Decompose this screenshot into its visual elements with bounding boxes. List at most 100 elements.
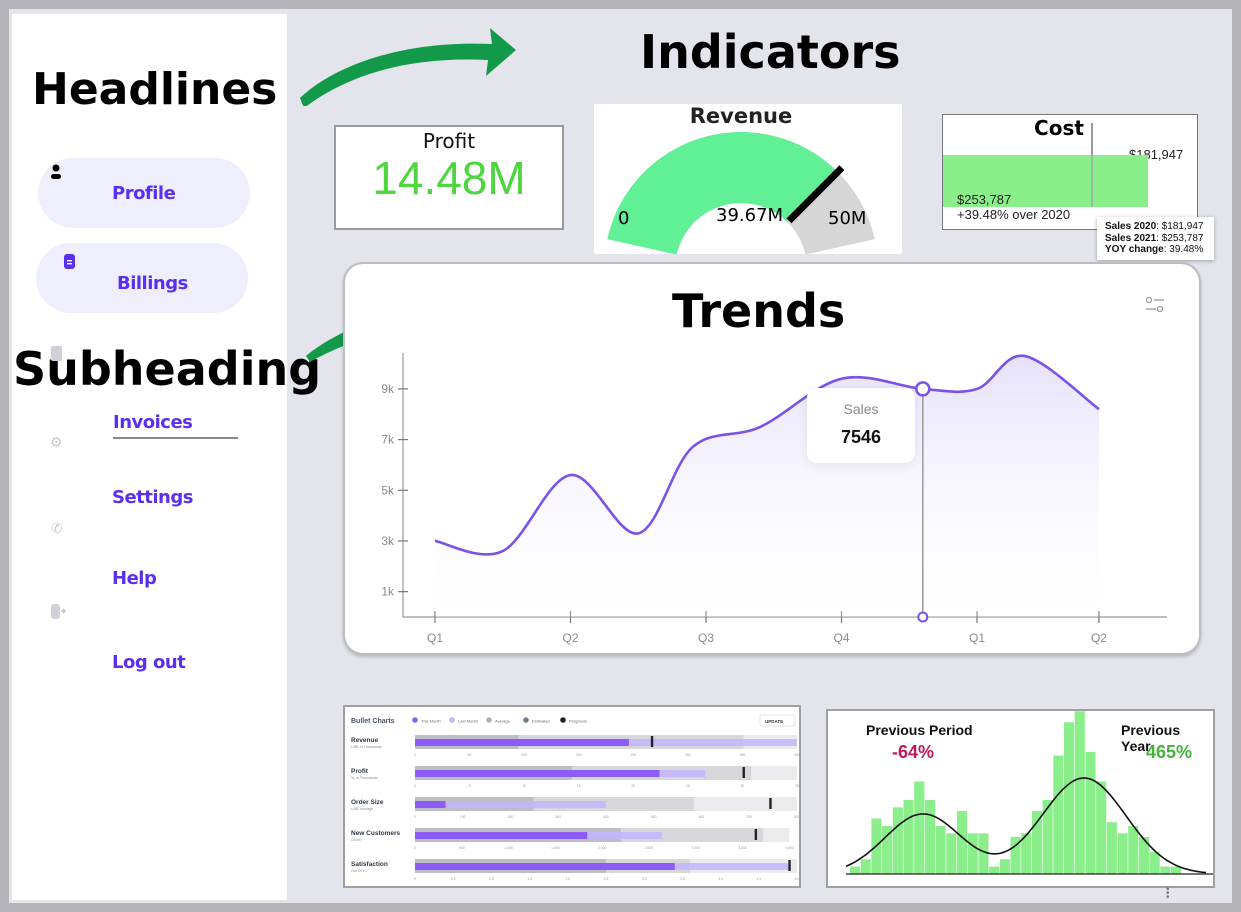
tick-label: 1,500 — [551, 846, 560, 850]
sidebar-item-label-profile: Profile — [112, 183, 176, 204]
tick-label: 500 — [651, 815, 657, 819]
cost-bar — [943, 155, 1148, 207]
sidebar-item-profile[interactable] — [38, 158, 250, 228]
phone-icon: ✆ — [51, 520, 63, 536]
tick-label: 0 — [414, 753, 416, 757]
this-month-bar — [415, 863, 675, 870]
indicators-title: Indicators — [640, 25, 901, 79]
legend-dot — [412, 717, 418, 723]
revenue-gauge — [607, 131, 875, 254]
tick-label: 100 — [521, 753, 527, 757]
histogram-bar — [1085, 751, 1096, 874]
tooltip-label-yoy: YOY change — [1105, 244, 1164, 255]
legend-dot — [449, 717, 455, 723]
row-sublabel: US$, in Thousands — [351, 745, 382, 749]
revenue-min: 0 — [618, 208, 630, 229]
row-label: New Customers — [351, 830, 401, 837]
update-button — [759, 714, 796, 727]
user-icon — [51, 164, 61, 179]
legend-label: This Month — [421, 719, 441, 724]
more-icon[interactable]: • • • — [1166, 884, 1170, 903]
histogram-bar — [957, 811, 968, 874]
histogram-bar — [1031, 811, 1042, 874]
tick-label: 3,500 — [738, 846, 747, 850]
histogram-bar — [850, 866, 861, 874]
tick-label: 5 — [469, 784, 471, 788]
tick-label: 1.0 — [489, 877, 494, 881]
legend-dot — [486, 717, 492, 723]
tick-label: 250 — [685, 753, 691, 757]
target-marker — [788, 860, 791, 871]
tick-label: 30 — [741, 784, 745, 788]
histogram-bar — [989, 866, 1000, 874]
histogram-card: Previous Period -64% Previous Year 465% — [826, 709, 1215, 888]
row-label: Revenue — [351, 737, 378, 744]
tooltip-value-2020: : $181,947 — [1156, 221, 1204, 232]
histogram-bar — [1096, 781, 1107, 874]
cost-card: Cost $181,947 $253,787 +39.48% over 2020 — [942, 114, 1198, 230]
bullet-chart: Bullet Charts This Month Last Month Average… — [351, 714, 800, 881]
tooltip-value-2021: : $253,787 — [1156, 232, 1204, 244]
histogram-bar — [1021, 833, 1032, 874]
tick-label: 0 — [414, 815, 416, 819]
y-tick-label: 1k — [381, 585, 395, 599]
this-month-bar — [415, 770, 660, 777]
target-marker — [650, 736, 654, 747]
row-sublabel: Count — [351, 838, 361, 842]
tick-label: 2.0 — [565, 877, 570, 881]
sidebar-item-label-billings: Billings — [117, 273, 188, 294]
last-month-bar — [415, 801, 606, 808]
histogram-bar — [1117, 833, 1128, 874]
trends-title: Trends — [672, 284, 846, 338]
legend-label: Prognosis — [569, 719, 587, 724]
tick-label: 4,000 — [785, 846, 794, 850]
tick-label: 2,500 — [645, 846, 654, 850]
sidebar-item-invoices[interactable]: Invoices — [113, 412, 193, 433]
legend-label: Estimated — [532, 719, 550, 724]
y-tick-label: 7k — [381, 433, 395, 447]
histogram-bar — [1106, 822, 1117, 874]
revenue-label: Revenue — [689, 104, 793, 128]
row-label: Profit — [351, 768, 369, 775]
y-tick-label: 3k — [381, 534, 395, 548]
highlight-point[interactable] — [915, 381, 931, 397]
headline-arrow-icon — [300, 28, 516, 106]
histogram-bar — [882, 825, 893, 874]
highlight-axis-point[interactable] — [917, 611, 929, 623]
histogram-chart — [845, 711, 1213, 875]
trend-line — [434, 354, 1100, 556]
histogram-bar — [1138, 837, 1149, 874]
tooltip-label-2020: Sales 2020 — [1105, 221, 1157, 232]
sidebar-item-help[interactable]: Help — [112, 568, 157, 589]
sidebar-item-settings[interactable]: Settings — [112, 487, 193, 508]
bullet-card: Bullet Charts This Month Last Month Average… — [343, 705, 801, 888]
gear-icon: ⚙ — [50, 434, 63, 450]
tick-label: 5.0 — [795, 877, 799, 881]
cost-reference-line — [1091, 123, 1093, 155]
tick-label: 400 — [603, 815, 609, 819]
prev-period-label: Previous Period — [866, 722, 973, 738]
histogram-bar — [1171, 866, 1182, 874]
tick-label: 0 — [414, 877, 416, 881]
tick-label: 0 — [414, 846, 416, 850]
legend-label: Average — [495, 719, 511, 724]
tick-label: 0 — [414, 784, 416, 788]
headline: Headlines — [32, 64, 278, 115]
legend-label: Last Month — [458, 719, 478, 724]
tick-label: 300 — [555, 815, 561, 819]
histogram-bar — [967, 833, 978, 874]
histogram-bar — [903, 800, 914, 874]
x-tick-label: Q4 — [833, 631, 849, 645]
histogram-bar — [1160, 866, 1171, 874]
tick-label: 600 — [699, 815, 705, 819]
histogram-bar — [1053, 755, 1064, 874]
revenue-max: 50M — [828, 208, 867, 229]
cost-reference-marker — [1091, 155, 1093, 207]
x-tick-label: Q1 — [969, 631, 985, 645]
tick-label: 3.5 — [680, 877, 685, 881]
sidebar-item-logout[interactable]: Log out — [112, 652, 186, 673]
tick-label: 50 — [468, 753, 472, 757]
filter-icon[interactable] — [1145, 296, 1165, 314]
tooltip-value-yoy: : 39.48% — [1163, 244, 1204, 255]
tick-label: 4.0 — [718, 877, 723, 881]
